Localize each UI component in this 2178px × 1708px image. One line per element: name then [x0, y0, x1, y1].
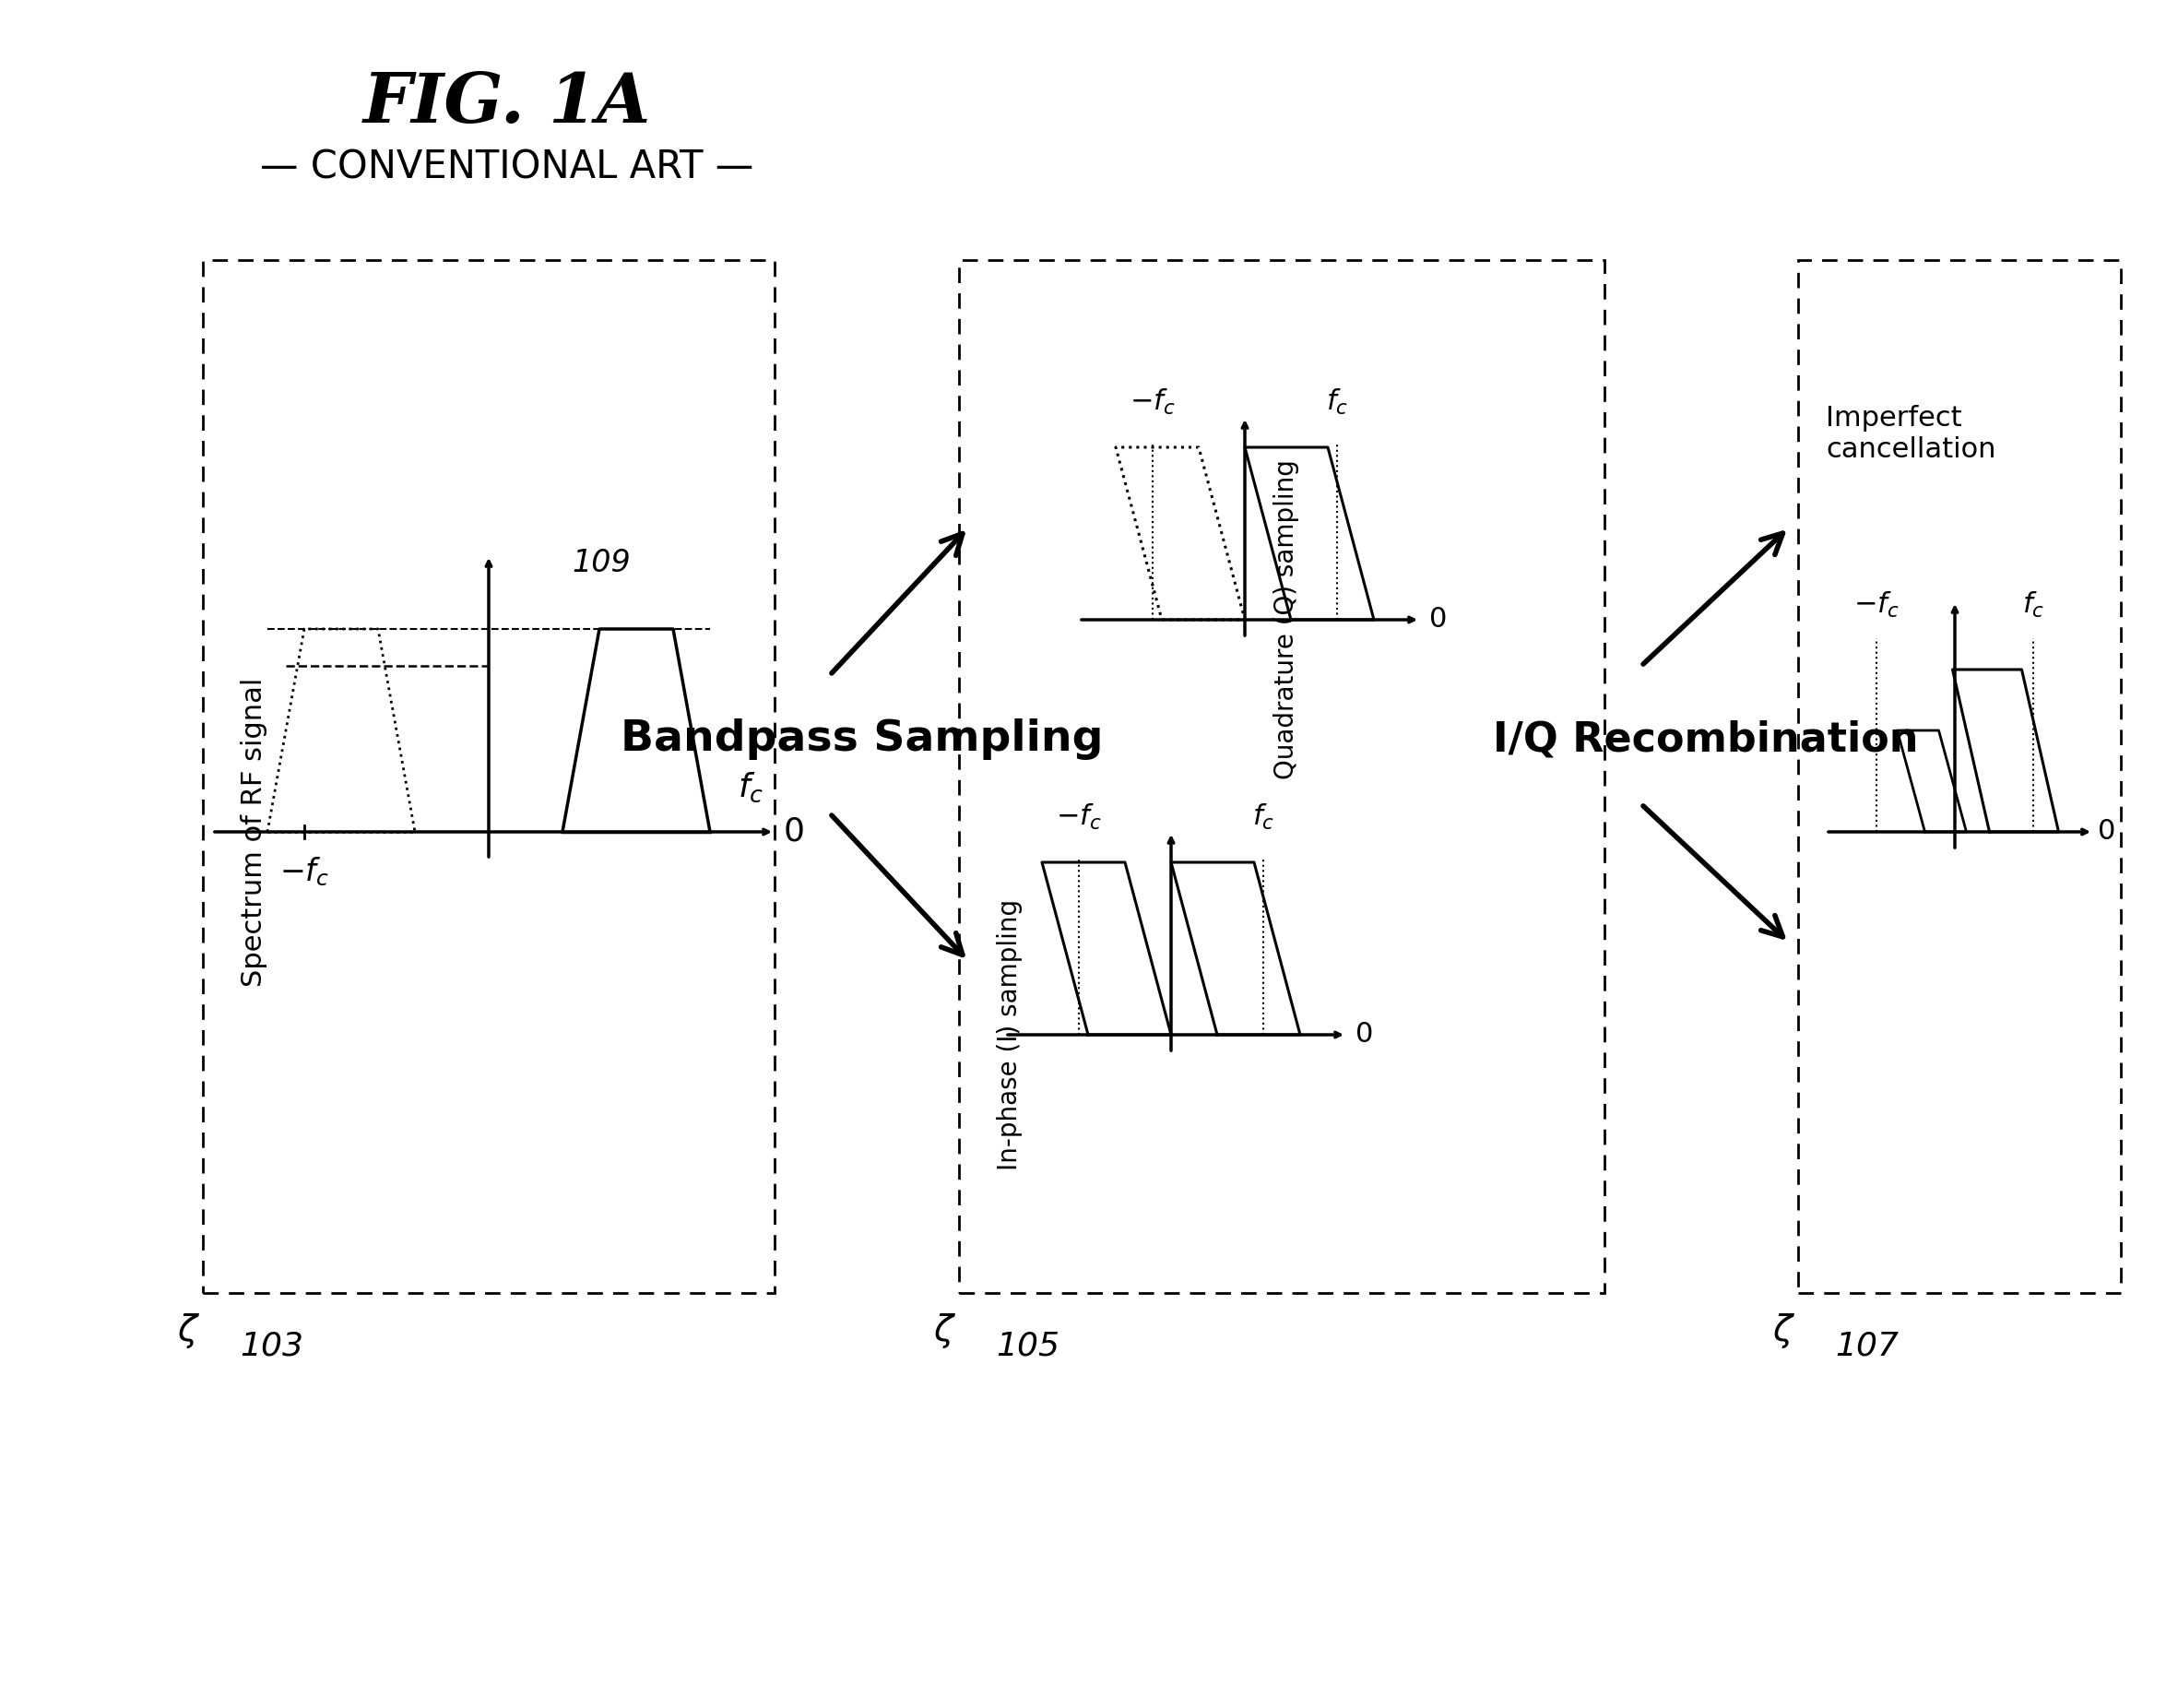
Text: $-f_c$: $-f_c$: [1130, 388, 1176, 417]
Text: Imperfect
cancellation: Imperfect cancellation: [1825, 405, 1995, 463]
Text: 107: 107: [1836, 1331, 1899, 1361]
Text: $\zeta$: $\zeta$: [176, 1312, 200, 1349]
Text: — CONVENTIONAL ART —: — CONVENTIONAL ART —: [261, 149, 754, 188]
Text: In-phase (I) sampling: In-phase (I) sampling: [998, 898, 1024, 1170]
FancyBboxPatch shape: [203, 260, 775, 1293]
Text: $f_c$: $f_c$: [738, 770, 764, 804]
Text: $-f_c$: $-f_c$: [1853, 591, 1899, 620]
Text: 0: 0: [1429, 606, 1446, 634]
Text: $-f_c$: $-f_c$: [279, 856, 329, 888]
Text: $f_c$: $f_c$: [1252, 803, 1274, 832]
Text: 105: 105: [995, 1331, 1059, 1361]
Text: I/Q Recombination: I/Q Recombination: [1494, 719, 1919, 760]
Text: 0: 0: [2097, 818, 2115, 845]
Text: 109: 109: [571, 548, 629, 579]
Text: FIG. 1A: FIG. 1A: [364, 70, 651, 137]
FancyBboxPatch shape: [958, 260, 1605, 1293]
Text: $\zeta$: $\zeta$: [1773, 1312, 1797, 1349]
Text: 0: 0: [1355, 1021, 1374, 1049]
Text: 0: 0: [784, 816, 806, 847]
Text: Quadrature (Q) sampling: Quadrature (Q) sampling: [1274, 459, 1300, 779]
FancyBboxPatch shape: [1799, 260, 2121, 1293]
Text: $-f_c$: $-f_c$: [1056, 803, 1102, 832]
Text: $\zeta$: $\zeta$: [934, 1312, 956, 1349]
Text: Spectrum of RF signal: Spectrum of RF signal: [240, 676, 268, 987]
Text: 103: 103: [240, 1331, 303, 1361]
Text: $f_c$: $f_c$: [2021, 591, 2045, 620]
Text: Bandpass Sampling: Bandpass Sampling: [621, 719, 1104, 760]
Text: $f_c$: $f_c$: [1326, 388, 1348, 417]
